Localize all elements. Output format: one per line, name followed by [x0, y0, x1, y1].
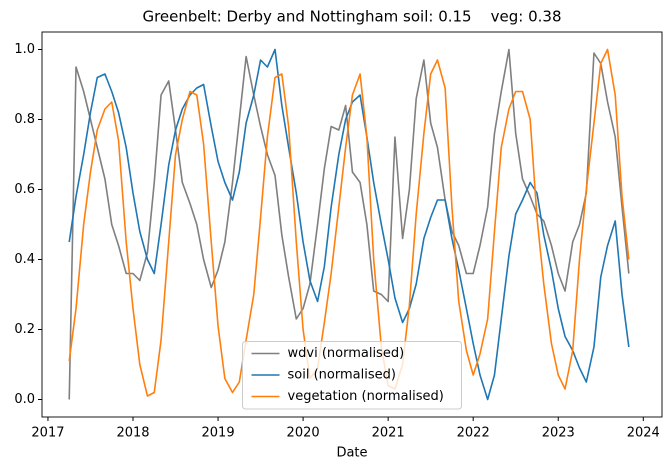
y-tick-label: 0.6	[14, 182, 35, 197]
x-tick-label: 2019	[202, 426, 235, 441]
legend-label: wdvi (normalised)	[288, 346, 405, 361]
x-tick-label: 2021	[372, 426, 405, 441]
x-tick-label: 2023	[542, 426, 575, 441]
x-tick-label: 2020	[287, 426, 320, 441]
legend-label: soil (normalised)	[288, 368, 396, 383]
legend-label: vegetation (normalised)	[288, 389, 444, 404]
y-tick-label: 0.4	[14, 252, 35, 267]
x-tick-label: 2022	[457, 426, 490, 441]
y-tick-label: 1.0	[14, 42, 35, 57]
x-tick-label: 2024	[627, 426, 660, 441]
x-tick-label: 2018	[116, 426, 149, 441]
x-axis-label: Date	[336, 446, 367, 461]
y-tick-label: 0.0	[14, 392, 35, 407]
legend: wdvi (normalised) soil (normalised) vegeta…	[242, 341, 462, 410]
x-tick-label: 2017	[31, 426, 64, 441]
legend-box	[242, 341, 462, 410]
y-tick-label: 0.2	[14, 322, 35, 337]
data-line	[68, 48, 630, 397]
plot-frame	[41, 31, 663, 418]
y-tick-label: 0.8	[14, 112, 35, 127]
chart-title: Greenbelt: Derby and Nottingham soil: 0.…	[142, 8, 561, 26]
